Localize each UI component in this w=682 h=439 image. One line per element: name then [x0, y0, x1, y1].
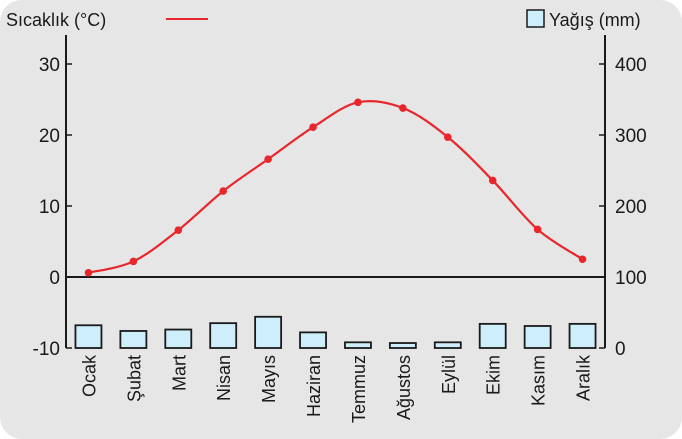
month-label: Haziran	[304, 355, 324, 417]
month-label: Temmuz	[349, 355, 369, 423]
right-tick-label: 0	[615, 339, 626, 360]
precipitation-bar	[433, 341, 462, 349]
precipitation-bar	[119, 330, 148, 349]
month-label: Şubat	[124, 355, 144, 402]
precipitation-bar	[478, 322, 507, 349]
precipitation-bar	[164, 328, 193, 349]
temperature-point	[488, 176, 497, 185]
axes	[65, 35, 606, 348]
temperature-point	[399, 104, 407, 112]
left-tick-label: 20	[39, 126, 60, 147]
left-tick-label: 30	[39, 55, 60, 76]
temperature-points	[84, 98, 587, 277]
temperature-point	[354, 98, 362, 107]
right-tick-label: 300	[615, 126, 647, 147]
temperature-point	[174, 226, 183, 234]
month-label: Ağustos	[394, 355, 414, 420]
month-label: Mayıs	[259, 355, 279, 403]
precipitation-bar	[523, 325, 552, 349]
month-labels: Ocak Şubat Mart Nisan Mayıs Haziran Temmuz Ağus…	[79, 354, 593, 423]
legend-label-precipitation: Yağış (mm)	[549, 10, 641, 30]
right-tick-label: 400	[615, 55, 647, 76]
precipitation-bar	[209, 322, 238, 349]
legend-bar-swatch	[526, 9, 545, 28]
precipitation-bars	[74, 315, 597, 349]
right-axis-ticks: 0 100 200 300 400	[599, 55, 647, 360]
precipitation-bar	[388, 342, 417, 349]
month-label: Eylül	[439, 355, 459, 394]
temperature-point	[533, 225, 542, 234]
temperature-point	[264, 155, 272, 163]
temperature-point	[309, 123, 317, 131]
temperature-point	[443, 133, 452, 141]
legend-label-temperature: Sıcaklık (°C)	[6, 10, 106, 30]
temperature-point	[578, 255, 587, 264]
month-label: Kasım	[529, 355, 549, 406]
month-label: Mart	[169, 355, 189, 391]
precipitation-bar	[74, 324, 103, 349]
month-label: Nisan	[214, 355, 234, 401]
right-tick-label: 100	[615, 268, 647, 289]
left-tick-label: 0	[49, 268, 60, 289]
precipitation-bar	[568, 322, 597, 349]
month-label: Ekim	[484, 355, 504, 395]
right-tick-label: 200	[615, 197, 647, 218]
temperature-point	[219, 187, 228, 195]
legend: Sıcaklık (°C) Yağış (mm)	[6, 9, 641, 30]
left-tick-label: 10	[39, 197, 60, 218]
temperature-point	[84, 268, 93, 277]
precipitation-bar	[299, 331, 327, 349]
precipitation-bar	[254, 315, 283, 349]
precipitation-bar	[344, 341, 372, 349]
temperature-point	[129, 257, 138, 266]
month-label: Ocak	[79, 354, 99, 397]
left-axis-ticks: -10 0 10 20 30	[33, 55, 72, 360]
left-tick-label: -10	[33, 339, 60, 360]
month-label: Aralık	[574, 354, 594, 401]
